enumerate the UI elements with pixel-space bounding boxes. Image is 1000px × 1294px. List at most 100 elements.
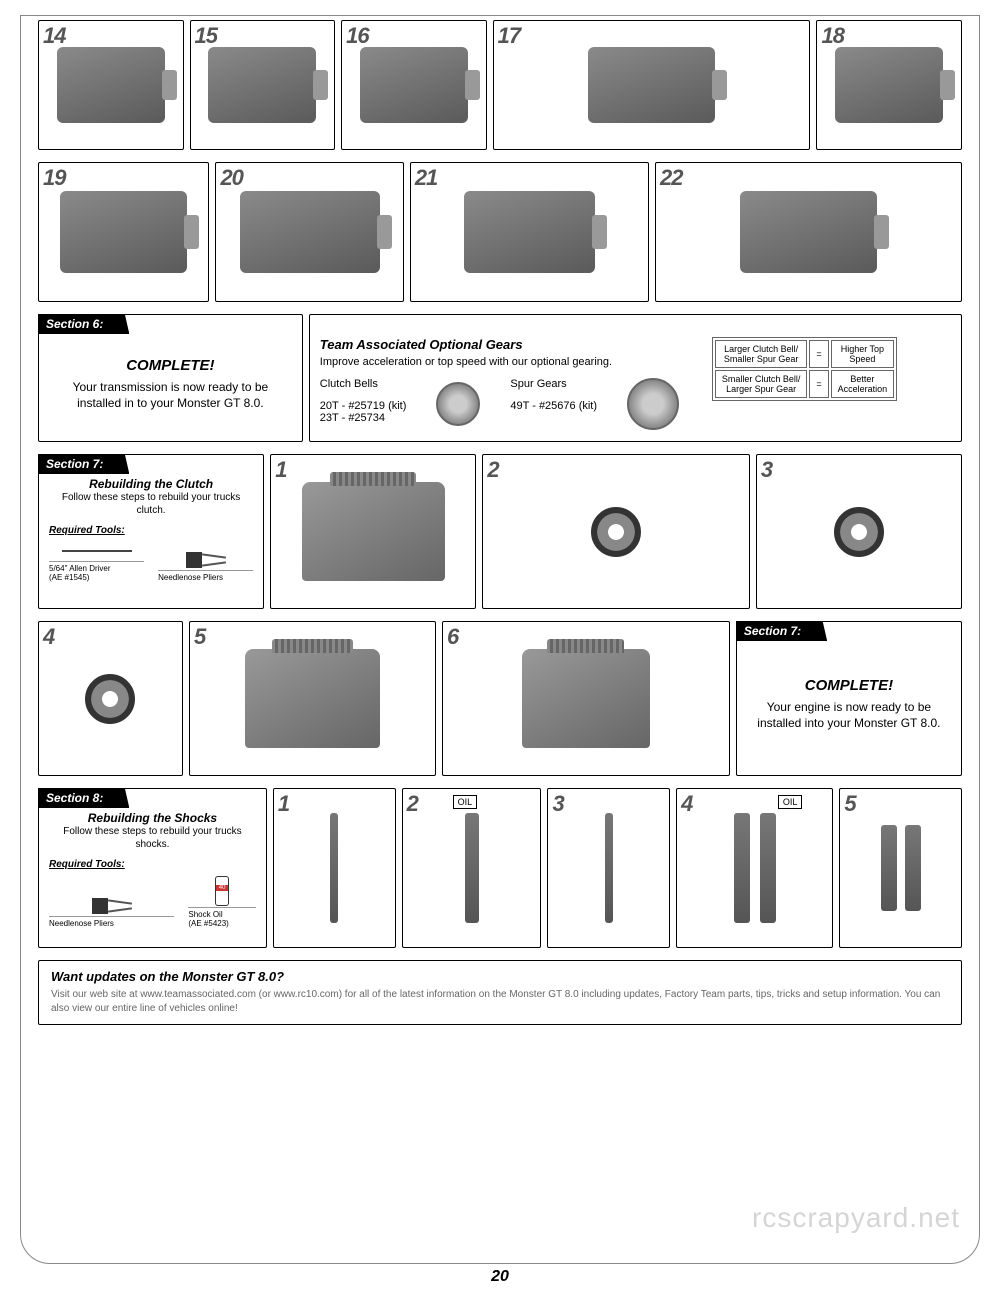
diagram-icon <box>240 191 380 274</box>
oil-label: OIL <box>778 795 803 809</box>
step-panel-21: 21 <box>410 162 649 302</box>
step-number: 4 <box>681 791 692 817</box>
manual-page: 14 15 16 17 18 19 20 21 <box>0 0 1000 1294</box>
tool-label: Shock Oil (AE #5423) <box>188 910 256 928</box>
step-panel-8-1: 1 <box>273 788 396 948</box>
section-7-sub: Follow these steps to rebuild your truck… <box>49 491 253 517</box>
steps-row-1: 14 15 16 17 18 <box>30 20 970 150</box>
spur-gears-header: Spur Gears <box>510 378 597 390</box>
step-panel-17: 17 <box>493 20 811 150</box>
step-panel-8-3: 3 <box>547 788 670 948</box>
step-number: 15 <box>195 23 217 49</box>
optional-gears-box: Team Associated Optional Gears Improve a… <box>309 314 962 442</box>
diagram-icon <box>522 649 651 748</box>
diagram-icon <box>905 825 921 912</box>
step-panel-20: 20 <box>215 162 403 302</box>
diagram-icon <box>835 47 943 124</box>
step-panel-7-3: 3 <box>756 454 962 609</box>
required-tools-header: Required Tools: <box>49 859 256 870</box>
section-6-complete: Section 6: COMPLETE! Your transmission i… <box>38 314 303 442</box>
complete-heading: COMPLETE! <box>747 677 951 694</box>
footer-text: Visit our web site at www.teamassociated… <box>51 988 949 1016</box>
diagram-icon <box>760 813 776 924</box>
step-number: 21 <box>415 165 437 191</box>
ratio-cell: = <box>809 370 828 398</box>
step-number: 5 <box>194 624 205 650</box>
diagram-icon <box>734 813 750 924</box>
tool-label: Needlenose Pliers <box>49 919 174 928</box>
step-panel-22: 22 <box>655 162 962 302</box>
page-number: 20 <box>0 1268 1000 1286</box>
step-number: 6 <box>447 624 458 650</box>
step-panel-7-4: 4 <box>38 621 183 776</box>
clutch-bell-icon <box>436 382 480 426</box>
section-7-intro: Section 7: Rebuilding the Clutch Follow … <box>38 454 264 609</box>
section-tag: Section 8: <box>38 788 129 808</box>
updates-footer: Want updates on the Monster GT 8.0? Visi… <box>38 960 962 1025</box>
section-7-title: Rebuilding the Clutch <box>49 477 253 491</box>
shock-oil-icon <box>215 876 229 906</box>
ratio-cell: Larger Clutch Bell/ Smaller Spur Gear <box>715 340 808 368</box>
diagram-icon <box>360 47 468 124</box>
step-panel-19: 19 <box>38 162 209 302</box>
complete-text: Your transmission is now ready to be ins… <box>49 380 292 411</box>
spur-gear-icon <box>627 378 679 430</box>
step-panel-18: 18 <box>816 20 962 150</box>
spur-gear-item: 49T - #25676 (kit) <box>510 400 597 412</box>
section-8-intro: Section 8: Rebuilding the Shocks Follow … <box>38 788 267 948</box>
complete-text: Your engine is now ready to be installed… <box>747 700 951 731</box>
step-number: 16 <box>346 23 368 49</box>
diagram-icon <box>57 47 165 124</box>
diagram-icon <box>302 482 445 581</box>
step-panel-15: 15 <box>190 20 336 150</box>
section-tag: Section 7: <box>736 621 827 641</box>
diagram-icon <box>208 47 316 124</box>
step-panel-14: 14 <box>38 20 184 150</box>
section-tag: Section 7: <box>38 454 129 474</box>
diagram-icon <box>245 649 380 748</box>
step-panel-7-6: 6 <box>442 621 730 776</box>
ratio-cell: Better Acceleration <box>831 370 895 398</box>
step-panel-8-5: 5 <box>839 788 962 948</box>
diagram-icon <box>834 507 884 557</box>
step-number: 1 <box>278 791 289 817</box>
ratio-cell: Smaller Clutch Bell/ Larger Spur Gear <box>715 370 808 398</box>
step-panel-7-1: 1 <box>270 454 476 609</box>
diagram-icon <box>605 813 613 924</box>
tool-label: 5/64" Allen Driver (AE #1545) <box>49 564 144 582</box>
tool-label: Needlenose Pliers <box>158 573 253 582</box>
diagram-icon <box>60 191 187 274</box>
complete-heading: COMPLETE! <box>49 357 292 374</box>
ratio-cell: Higher Top Speed <box>831 340 895 368</box>
diagram-icon <box>330 813 338 924</box>
step-number: 4 <box>43 624 54 650</box>
diagram-icon <box>85 674 135 724</box>
step-number: 5 <box>844 791 855 817</box>
clutch-bell-item: 20T - #25719 (kit) <box>320 400 407 412</box>
step-panel-7-2: 2 <box>482 454 749 609</box>
watermark: rcscrapyard.net <box>752 1202 960 1234</box>
step-panel-7-5: 5 <box>189 621 436 776</box>
section-tag: Section 6: <box>38 314 129 334</box>
step-panel-8-4: 4 OIL <box>676 788 833 948</box>
diagram-icon <box>464 191 594 274</box>
section-8-title: Rebuilding the Shocks <box>49 811 256 825</box>
step-panel-8-2: 2 OIL <box>402 788 542 948</box>
pliers-icon <box>92 898 132 914</box>
gears-title: Team Associated Optional Gears <box>320 337 692 352</box>
step-number: 20 <box>220 165 242 191</box>
step-number: 22 <box>660 165 682 191</box>
step-number: 18 <box>821 23 843 49</box>
oil-label: OIL <box>453 795 478 809</box>
step-number: 3 <box>761 457 772 483</box>
diagram-icon <box>881 825 897 912</box>
section-8-row: Section 8: Rebuilding the Shocks Follow … <box>30 788 970 948</box>
section-7-row-a: Section 7: Rebuilding the Clutch Follow … <box>30 454 970 609</box>
clutch-bells-header: Clutch Bells <box>320 378 407 390</box>
diagram-icon <box>740 191 877 274</box>
section-8-sub: Follow these steps to rebuild your truck… <box>49 825 256 851</box>
gears-subtitle: Improve acceleration or top speed with o… <box>320 356 692 368</box>
step-number: 19 <box>43 165 65 191</box>
section-7-row-b: 4 5 6 Section 7: COMPLETE! Your engine i… <box>30 621 970 776</box>
step-number: 2 <box>407 791 418 817</box>
